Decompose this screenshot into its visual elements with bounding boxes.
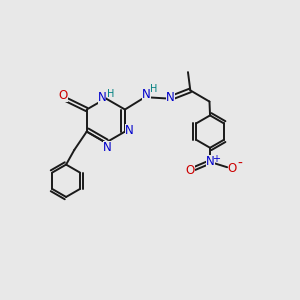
Text: N: N	[166, 91, 175, 104]
Text: N: N	[103, 141, 111, 154]
Text: +: +	[212, 154, 220, 164]
Text: H: H	[107, 89, 114, 99]
Text: N: N	[125, 124, 134, 137]
Text: O: O	[58, 89, 68, 102]
Text: N: N	[206, 155, 214, 168]
Text: O: O	[185, 164, 195, 177]
Text: N: N	[98, 91, 106, 104]
Text: H: H	[150, 84, 158, 94]
Text: O: O	[228, 162, 237, 175]
Text: N: N	[142, 88, 151, 101]
Text: -: -	[237, 157, 242, 171]
